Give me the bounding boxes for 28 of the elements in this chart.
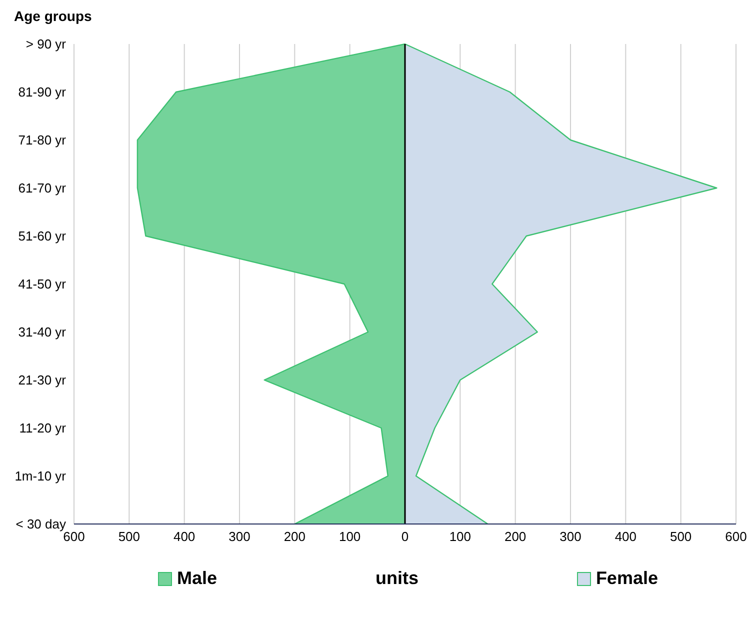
y-tick-label: 41-50 yr bbox=[18, 276, 67, 292]
x-tick-label: 600 bbox=[63, 529, 85, 544]
legend-label: Male bbox=[177, 568, 218, 589]
x-tick-label: 200 bbox=[284, 529, 306, 544]
y-tick-label: < 30 day bbox=[16, 516, 66, 532]
x-tick-label: 600 bbox=[725, 529, 747, 544]
x-tick-label: 500 bbox=[118, 529, 140, 544]
x-tick-label: 300 bbox=[228, 529, 250, 544]
x-tick-label: 300 bbox=[560, 529, 582, 544]
x-tick-label: 400 bbox=[173, 529, 196, 544]
x-tick-label: 100 bbox=[338, 529, 361, 544]
x-axis-title: units bbox=[375, 568, 418, 590]
x-tick-label: 400 bbox=[614, 529, 637, 544]
y-tick-label: 21-30 yr bbox=[18, 372, 67, 388]
legend-label: Female bbox=[596, 568, 658, 589]
y-tick-label: 71-80 yr bbox=[18, 132, 67, 148]
x-tick-label: 200 bbox=[504, 529, 526, 544]
x-tick-label: 100 bbox=[449, 529, 472, 544]
y-tick-label: 81-90 yr bbox=[18, 84, 67, 100]
y-tick-label: 11-20 yr bbox=[19, 420, 67, 436]
x-tick-label: 0 bbox=[401, 529, 409, 544]
y-tick-label: 51-60 yr bbox=[18, 228, 67, 244]
y-tick-label: 61-70 yr bbox=[18, 180, 67, 196]
y-axis-title: Age groups bbox=[14, 8, 93, 26]
y-tick-label: 31-40 yr bbox=[18, 324, 67, 340]
y-tick-label: 1m-10 yr bbox=[14, 468, 67, 484]
y-tick-label: > 90 yr bbox=[26, 36, 67, 52]
x-tick-label: 500 bbox=[670, 529, 692, 544]
